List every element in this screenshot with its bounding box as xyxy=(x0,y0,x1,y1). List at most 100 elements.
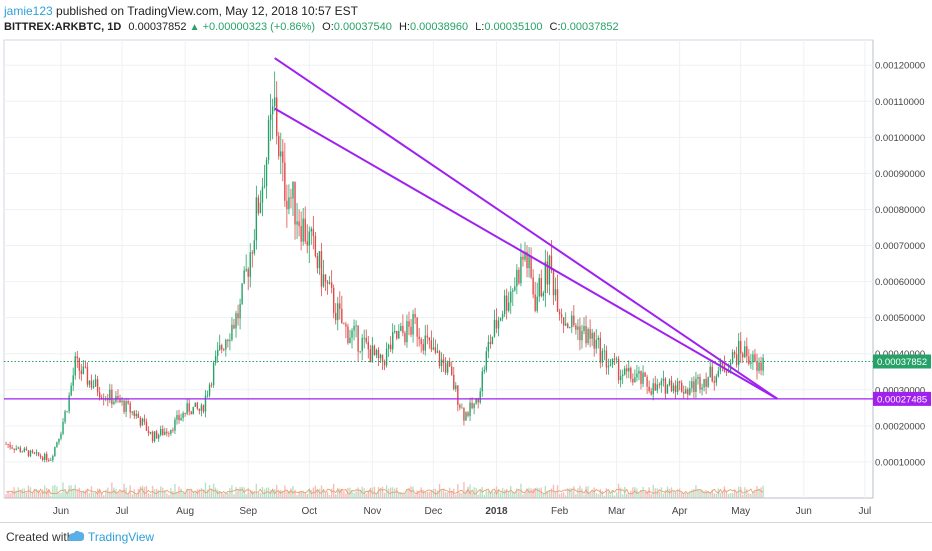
price-chart[interactable]: 0.000100000.000200000.000300000.00040000… xyxy=(0,0,932,522)
volume-bar xyxy=(471,493,473,498)
author-link[interactable]: jamie123 xyxy=(4,4,53,18)
candle-body xyxy=(214,355,217,363)
volume-bar xyxy=(121,490,123,498)
candle-body xyxy=(190,411,192,415)
x-tick-label: Jun xyxy=(53,506,69,517)
candle-body xyxy=(273,97,276,107)
volume-bar xyxy=(621,494,624,498)
volume-bar xyxy=(186,489,188,498)
candle-body xyxy=(587,329,589,344)
volume-bar xyxy=(188,489,190,498)
candle-body xyxy=(339,303,341,309)
volume-bar xyxy=(143,486,146,498)
tradingview-logo-icon[interactable] xyxy=(66,528,86,547)
candle-body xyxy=(347,326,349,344)
candle-body xyxy=(188,403,190,412)
volume-bar xyxy=(74,484,76,498)
candle-body xyxy=(593,332,595,349)
candle-body xyxy=(615,358,618,360)
volume-bar xyxy=(200,488,203,498)
candle-body xyxy=(721,361,724,365)
volume-bar xyxy=(385,485,388,498)
candle-body xyxy=(9,444,11,448)
x-tick-label: Jul xyxy=(116,506,129,517)
candle-body xyxy=(284,162,286,201)
candle-body xyxy=(642,372,644,384)
volume-bar xyxy=(9,493,11,498)
candle-body xyxy=(683,391,685,394)
volume-bar xyxy=(495,486,498,498)
volume-bar xyxy=(113,487,115,498)
candle-body xyxy=(151,431,154,442)
volume-bar xyxy=(587,486,589,498)
volume-bar xyxy=(701,489,703,498)
trendline[interactable] xyxy=(274,107,778,400)
candle-body xyxy=(524,251,526,260)
volume-bar xyxy=(318,488,321,498)
candle-body xyxy=(302,218,304,242)
candle-body xyxy=(182,413,184,419)
candle-body xyxy=(638,371,640,374)
volume-bar xyxy=(288,490,290,498)
volume-bar xyxy=(162,487,164,498)
candle-body xyxy=(455,385,457,389)
candle-body xyxy=(23,448,26,452)
candle-body xyxy=(514,286,516,291)
volume-bar xyxy=(662,493,665,498)
candle-body xyxy=(326,281,329,284)
volume-bar xyxy=(754,491,756,498)
candle-body xyxy=(141,418,144,426)
volume-bar xyxy=(135,494,137,498)
volume-bar xyxy=(760,487,762,498)
volume-bar xyxy=(412,486,414,498)
y-tick-label: 0.00070000 xyxy=(875,241,925,252)
ohlc-line: BITTREX:ARKBTC, 1D 0.00037852 ▲ +0.00000… xyxy=(4,21,619,33)
volume-bar xyxy=(56,486,58,498)
volume-bar xyxy=(414,494,416,498)
y-tick-label: 0.00110000 xyxy=(875,97,925,108)
candle-body xyxy=(94,379,97,387)
volume-bar xyxy=(501,487,504,498)
price-label: 0.00037852 xyxy=(877,357,927,368)
tradingview-brand-link[interactable]: TradingView xyxy=(88,530,155,544)
candle-body xyxy=(463,407,465,421)
volume-bar xyxy=(579,485,581,498)
candle-body xyxy=(432,347,435,350)
candle-body xyxy=(249,252,251,277)
candle-body xyxy=(353,325,355,331)
volume-bar xyxy=(109,491,111,498)
candle-body xyxy=(29,450,32,457)
volume-bar xyxy=(444,492,447,498)
volume-bar xyxy=(345,493,347,498)
candle-body xyxy=(247,269,249,277)
volume-bar xyxy=(644,491,646,498)
volume-bar xyxy=(530,488,532,498)
candle-body xyxy=(744,346,746,358)
volume-bar xyxy=(658,491,661,498)
trendline[interactable] xyxy=(274,57,778,400)
volume-bar xyxy=(227,493,229,498)
volume-bar xyxy=(127,493,129,498)
candle-body xyxy=(235,313,237,329)
candle-body xyxy=(332,287,335,313)
volume-bar xyxy=(713,493,715,498)
volume-bar xyxy=(265,487,268,498)
candle-body xyxy=(575,325,577,330)
candle-body xyxy=(493,319,496,337)
volume-bar xyxy=(184,493,186,498)
candle-body xyxy=(359,351,361,353)
volume-bar xyxy=(729,493,732,498)
plot-area[interactable] xyxy=(3,39,874,499)
volume-bar xyxy=(298,491,300,498)
candle-body xyxy=(499,318,502,321)
candle-body xyxy=(363,337,365,339)
candle-body xyxy=(133,411,135,417)
volume-bar xyxy=(84,490,87,498)
volume-bar xyxy=(17,487,19,498)
candle-body xyxy=(267,119,270,160)
candle-body xyxy=(282,151,284,163)
candle-body xyxy=(27,450,30,457)
candle-body xyxy=(510,291,512,303)
volume-bar xyxy=(571,488,573,498)
volume-bar xyxy=(569,488,571,498)
